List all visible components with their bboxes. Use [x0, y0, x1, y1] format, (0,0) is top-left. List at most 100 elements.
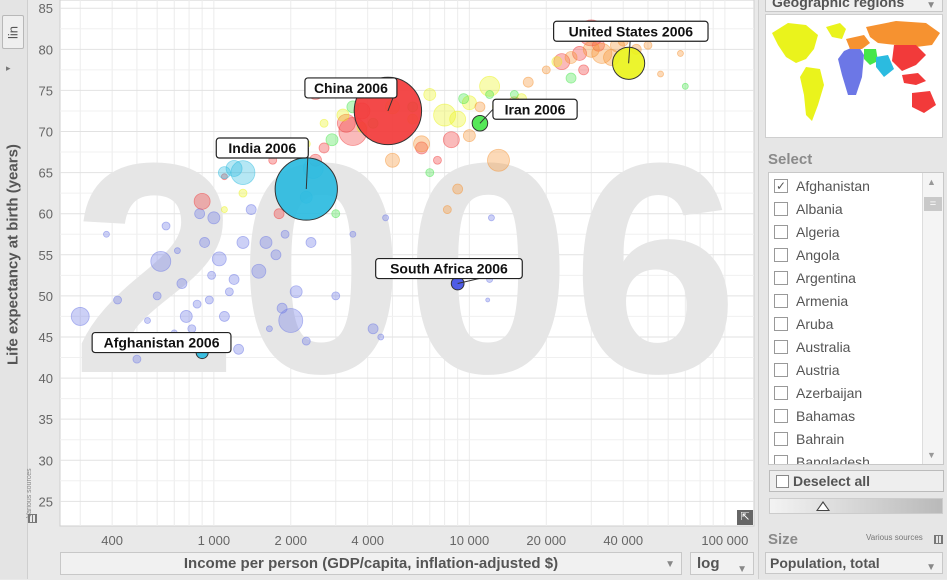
x-scale-value: log — [697, 555, 720, 572]
bubbles — [70, 19, 689, 364]
country-item[interactable]: Angola — [769, 243, 919, 266]
country-item[interactable]: Aruba — [769, 312, 919, 335]
bubble — [509, 90, 519, 99]
x-tick-label: 10 000 — [449, 533, 489, 548]
country-item[interactable]: Bangladesh — [769, 450, 919, 464]
scroll-down-icon[interactable]: ▼ — [927, 450, 936, 460]
bubble — [278, 308, 304, 333]
bubble — [318, 142, 330, 154]
country-item[interactable]: Azerbaijan — [769, 381, 919, 404]
size-indicator-select[interactable]: Population, total ▼ — [765, 552, 943, 574]
y-tick-labels: 25 30 35 40 45 50 55 60 65 70 75 80 85 — [39, 1, 53, 509]
bubble — [325, 133, 339, 147]
bubble — [280, 229, 290, 239]
x-tick-label: 40 000 — [603, 533, 643, 548]
point-labels: United States 2006 China 2006 Iran 2006 Ind… — [91, 20, 709, 354]
chevron-down-icon: ▼ — [737, 564, 747, 575]
label-box — [91, 331, 232, 354]
country-select-list[interactable]: ✓ Afghanistan Albania Algeria Angola Argentin… — [768, 172, 944, 465]
country-label: Austria — [796, 361, 840, 378]
x-axis-indicator-select[interactable]: Income per person (GDP/capita, inflation… — [60, 552, 682, 575]
bubble — [224, 287, 234, 297]
checkbox[interactable] — [774, 431, 788, 446]
checkbox[interactable] — [774, 362, 788, 377]
scroll-thumb[interactable]: = — [924, 197, 942, 211]
checkbox[interactable] — [774, 385, 788, 400]
bubble — [211, 251, 227, 267]
checkbox[interactable]: ✓ — [774, 178, 788, 193]
bubble — [221, 206, 228, 213]
chevron-down-icon: ▼ — [665, 559, 675, 570]
slider-thumb-icon[interactable] — [816, 501, 830, 511]
bubble — [349, 230, 357, 238]
x-scale-select[interactable]: log ▼ — [690, 552, 754, 575]
checkbox[interactable] — [774, 247, 788, 262]
bubble — [113, 295, 122, 305]
country-item[interactable]: Austria — [769, 358, 919, 381]
bubble — [367, 323, 379, 335]
bubble — [578, 64, 590, 76]
checkbox[interactable] — [774, 339, 788, 354]
country-item[interactable]: Argentina — [769, 266, 919, 289]
country-item[interactable]: Bahrain — [769, 427, 919, 450]
size-various-sources[interactable]: Various sources — [866, 533, 923, 542]
bubble — [591, 43, 613, 64]
bubble — [132, 354, 142, 364]
country-item[interactable]: Bahamas — [769, 404, 919, 427]
point-label: United States 2006 — [569, 23, 694, 39]
bubble — [204, 295, 214, 305]
bubble — [207, 211, 221, 225]
list-scrollbar[interactable]: ▲ = ▼ — [922, 173, 943, 464]
expand-icon[interactable]: ⇱ — [737, 510, 753, 525]
bubble — [289, 285, 303, 299]
bubble — [643, 40, 653, 50]
x-tick-label: 100 000 — [701, 533, 748, 548]
bubble — [485, 297, 491, 303]
checkbox[interactable] — [774, 224, 788, 239]
color-indicator-select[interactable]: Geographic regions ▼ — [765, 0, 943, 12]
bubble — [187, 324, 197, 334]
point-label: India 2006 — [228, 140, 296, 156]
bubble — [266, 325, 273, 333]
checkbox[interactable] — [774, 270, 788, 285]
size-data-table-icon[interactable] — [934, 535, 943, 544]
checkbox[interactable] — [774, 454, 788, 464]
checkbox[interactable] — [774, 408, 788, 423]
country-item[interactable]: Australia — [769, 335, 919, 358]
bubble — [565, 72, 577, 84]
point-label: China 2006 — [314, 80, 388, 96]
bubble — [236, 236, 250, 249]
y-data-table-icon[interactable] — [28, 514, 37, 523]
y-tick-label: 55 — [39, 248, 53, 263]
country-item[interactable]: Armenia — [769, 289, 919, 312]
deselect-all-button[interactable]: Deselect all — [769, 470, 944, 492]
y-tick-label: 70 — [39, 125, 53, 140]
label-leader-line — [479, 108, 494, 124]
bubble — [522, 76, 534, 88]
world-map-icon[interactable] — [766, 15, 942, 137]
region-map[interactable] — [765, 14, 943, 138]
country-item[interactable]: Algeria — [769, 220, 919, 243]
bubble — [461, 95, 477, 111]
bubble — [319, 118, 329, 128]
select-label: Select — [768, 151, 813, 168]
y-axis-expand-arrow-icon[interactable]: ▸ — [6, 63, 11, 73]
bubble — [541, 65, 551, 75]
country-label: Angola — [796, 246, 840, 263]
bubble — [681, 82, 689, 90]
bubble — [194, 208, 206, 220]
checkbox[interactable] — [774, 293, 788, 308]
label-box — [215, 137, 309, 159]
y-tick-label: 85 — [39, 1, 53, 16]
label-box — [553, 20, 709, 42]
bubble — [551, 56, 563, 68]
country-item[interactable]: Albania — [769, 197, 919, 220]
checkbox[interactable] — [774, 201, 788, 216]
checkbox[interactable] — [774, 316, 788, 331]
opacity-slider[interactable] — [769, 498, 943, 514]
bubble — [233, 343, 245, 355]
country-item[interactable]: ✓ Afghanistan — [769, 174, 919, 197]
deselect-checkbox-icon — [776, 474, 789, 488]
country-label: Argentina — [796, 269, 856, 286]
scroll-up-icon[interactable]: ▲ — [927, 177, 936, 187]
